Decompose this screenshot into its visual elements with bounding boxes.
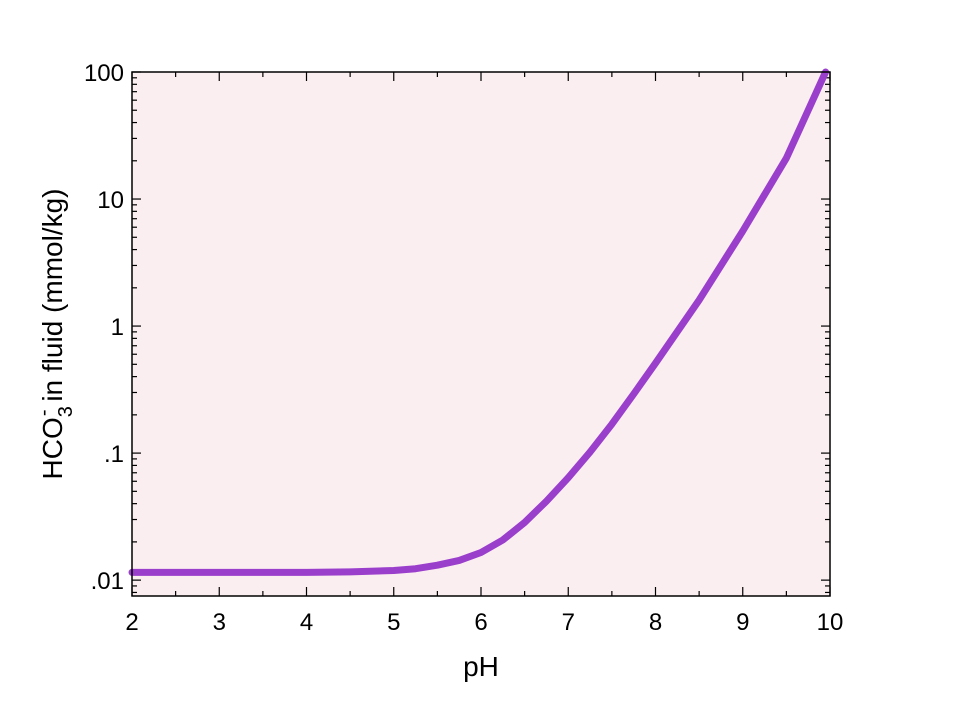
y-tick-label: .1 [104,441,124,468]
plot-frame [131,71,831,597]
x-tick-label: 7 [562,609,575,636]
x-tick-label: 2 [125,609,138,636]
x-tick-label: 5 [387,609,400,636]
y-axis-label-base: HCO [37,417,68,479]
x-tick-label: 10 [817,609,844,636]
axis-ticks [131,71,831,596]
tick-labels: 2 3 4 5 6 7 8 9 10 .01 .1 1 10 100 [84,60,843,636]
y-axis-label-superscript: - [33,409,55,416]
x-tick-label: 4 [300,609,313,636]
y-axis-label: HCO3- in fluid (mmol/kg) [33,189,77,480]
series-layer [128,68,830,576]
plot-area [132,72,830,596]
y-tick-label: .01 [91,568,124,595]
y-tick-label: 10 [97,187,124,214]
y-tick-label: 1 [111,314,124,341]
y-axis-label-rest: in fluid (mmol/kg) [37,189,68,410]
x-tick-label: 8 [649,609,662,636]
y-tick-label: 100 [84,60,124,87]
series-line-0 [128,68,830,576]
x-tick-label: 6 [474,609,487,636]
x-tick-label: 3 [213,609,226,636]
x-axis-label: pH [463,651,499,682]
x-tick-label: 9 [736,609,749,636]
y-axis-label-subscript: 3 [55,406,77,417]
